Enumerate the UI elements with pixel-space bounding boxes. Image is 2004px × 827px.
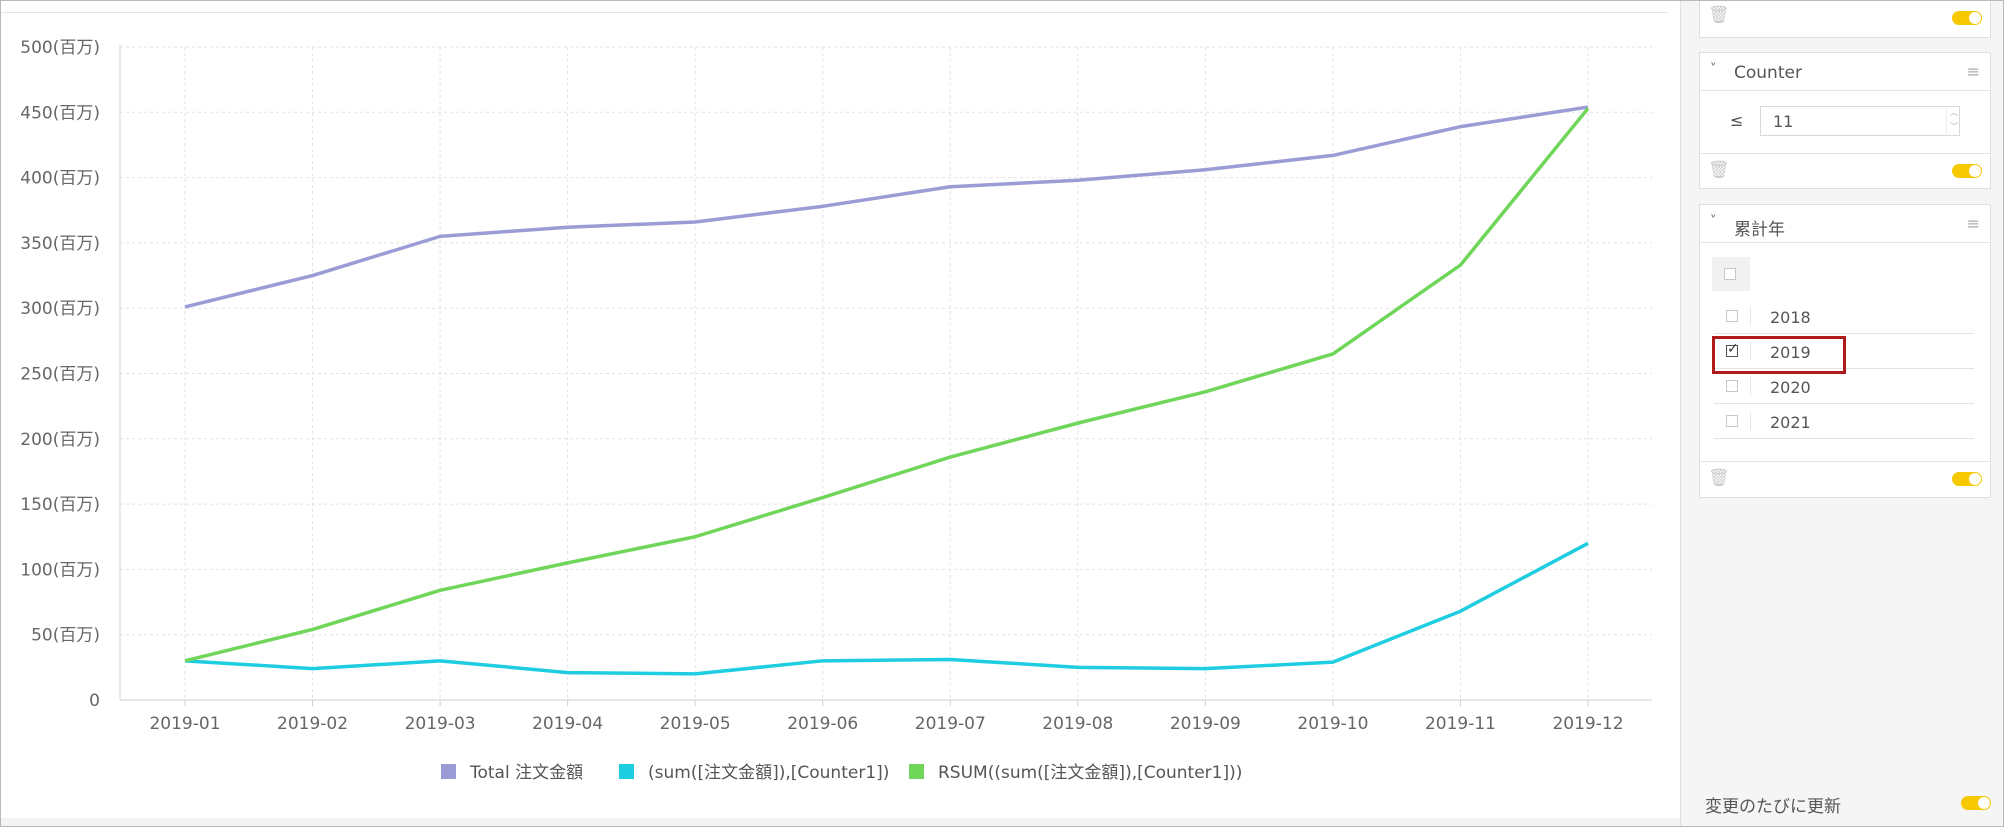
divider <box>1750 412 1751 430</box>
series-line-3 <box>184 107 1590 663</box>
legend-swatch <box>909 764 924 779</box>
counter-card-header[interactable]: ˅ Counter ≡ <box>1700 53 1990 91</box>
legend-label: (sum([注文金額]),[Counter1]) <box>648 763 889 783</box>
chart-area: 0 50(百万) 100(百万) 150(百万) 200(百万) 250(百万) 300(百… <box>0 12 1680 827</box>
x-tick-label: 2019-07 <box>915 714 986 734</box>
year-option-label: 2020 <box>1770 378 1811 397</box>
year-option-label: 2018 <box>1770 308 1811 327</box>
y-tick-label: 150(百万) <box>20 495 100 515</box>
x-tick-label: 2019-05 <box>660 714 731 734</box>
year-card-body: 2018 2019 2020 2021 <box>1700 243 1990 461</box>
value-stepper[interactable]: ︿ ﹀ <box>1946 106 1961 136</box>
counter-card-footer: 🗑 <box>1700 153 1990 188</box>
year-option-2020[interactable]: 2020 <box>1714 369 1974 404</box>
y-tick-label: 500(百万) <box>20 38 100 58</box>
x-tick-label: 2019-03 <box>405 714 476 734</box>
auto-update-toggle[interactable] <box>1961 796 1991 810</box>
highlight-box <box>1712 336 1846 374</box>
filter-sidebar: 🗑 ˅ Counter ≡ ≤ ︿﹀ 🗑 ˅ 累計年 ≡ <box>1680 0 2004 827</box>
legend-swatch <box>619 764 634 779</box>
filter-card-previous-footer: 🗑 <box>1700 0 1990 37</box>
chart-bottom-strip <box>0 818 1680 827</box>
operator-label: ≤ <box>1730 111 1744 130</box>
y-tick-label: 400(百万) <box>20 169 100 189</box>
y-tick-label: 250(百万) <box>20 365 100 385</box>
chevron-down-icon[interactable]: ˅ <box>1710 214 1717 229</box>
divider <box>1750 342 1751 360</box>
checkbox[interactable] <box>1726 310 1738 322</box>
y-tick-label: 300(百万) <box>20 299 100 319</box>
year-option-2021[interactable]: 2021 <box>1714 404 1974 439</box>
x-tick-label: 2019-06 <box>787 714 858 734</box>
y-tick-label: 50(百万) <box>31 626 100 646</box>
filter-enable-toggle[interactable] <box>1952 164 1982 178</box>
year-card-title: 累計年 <box>1734 220 1785 240</box>
y-tick-label: 0 <box>89 691 100 711</box>
x-tick-label: 2019-12 <box>1552 714 1623 734</box>
hamburger-menu-icon[interactable]: ≡ <box>1966 62 1980 81</box>
counter-card-title: Counter <box>1734 63 1802 83</box>
legend-swatch <box>441 764 456 779</box>
year-card-header[interactable]: ˅ 累計年 ≡ <box>1700 205 1990 243</box>
y-tick-label: 450(百万) <box>20 103 100 123</box>
y-tick-label: 350(百万) <box>20 234 100 254</box>
series-line-2 <box>184 541 1589 676</box>
legend-label: Total 注文金額 <box>469 763 583 783</box>
series-line-1 <box>184 105 1589 309</box>
year-option-label: 2019 <box>1770 343 1811 362</box>
filter-enable-toggle[interactable] <box>1952 11 1982 25</box>
checkbox[interactable] <box>1726 380 1738 392</box>
x-tick-label: 2019-09 <box>1170 714 1241 734</box>
divider <box>1750 307 1751 325</box>
year-option-label: 2021 <box>1770 413 1811 432</box>
checkbox[interactable] <box>1724 268 1736 280</box>
line-chart: 0 50(百万) 100(百万) 150(百万) 200(百万) 250(百万) 300(百… <box>20 38 1652 783</box>
chart-top-divider <box>0 12 1668 13</box>
legend-label: RSUM((sum([注文金額]),[Counter1])) <box>938 763 1242 783</box>
counter-filter-card: ˅ Counter ≡ ≤ ︿﹀ 🗑 <box>1699 52 1991 189</box>
y-tick-label: 200(百万) <box>20 430 100 450</box>
year-card-footer: 🗑 <box>1700 461 1990 496</box>
hamburger-menu-icon[interactable]: ≡ <box>1966 214 1980 233</box>
x-tick-label: 2019-04 <box>532 714 603 734</box>
counter-card-body: ≤ ︿﹀ <box>1700 91 1990 153</box>
x-tick-label: 2019-01 <box>149 714 220 734</box>
filter-card-previous: 🗑 <box>1699 0 1991 38</box>
checkbox[interactable] <box>1726 415 1738 427</box>
checkbox-checked[interactable] <box>1726 341 1739 357</box>
x-tick-label: 2019-02 <box>277 714 348 734</box>
auto-update-label: 変更のたびに更新 <box>1705 797 1841 817</box>
x-tick-label: 2019-11 <box>1425 714 1496 734</box>
x-tick-label: 2019-08 <box>1042 714 1113 734</box>
counter-value-input[interactable] <box>1760 106 1960 136</box>
filter-enable-toggle[interactable] <box>1952 472 1982 486</box>
x-tick-label: 2019-10 <box>1297 714 1368 734</box>
divider <box>1750 377 1751 395</box>
select-all-checkbox[interactable] <box>1712 257 1750 291</box>
year-option-2018[interactable]: 2018 <box>1714 299 1974 334</box>
chevron-down-icon[interactable]: ˅ <box>1710 62 1717 77</box>
y-tick-label: 100(百万) <box>20 560 100 580</box>
